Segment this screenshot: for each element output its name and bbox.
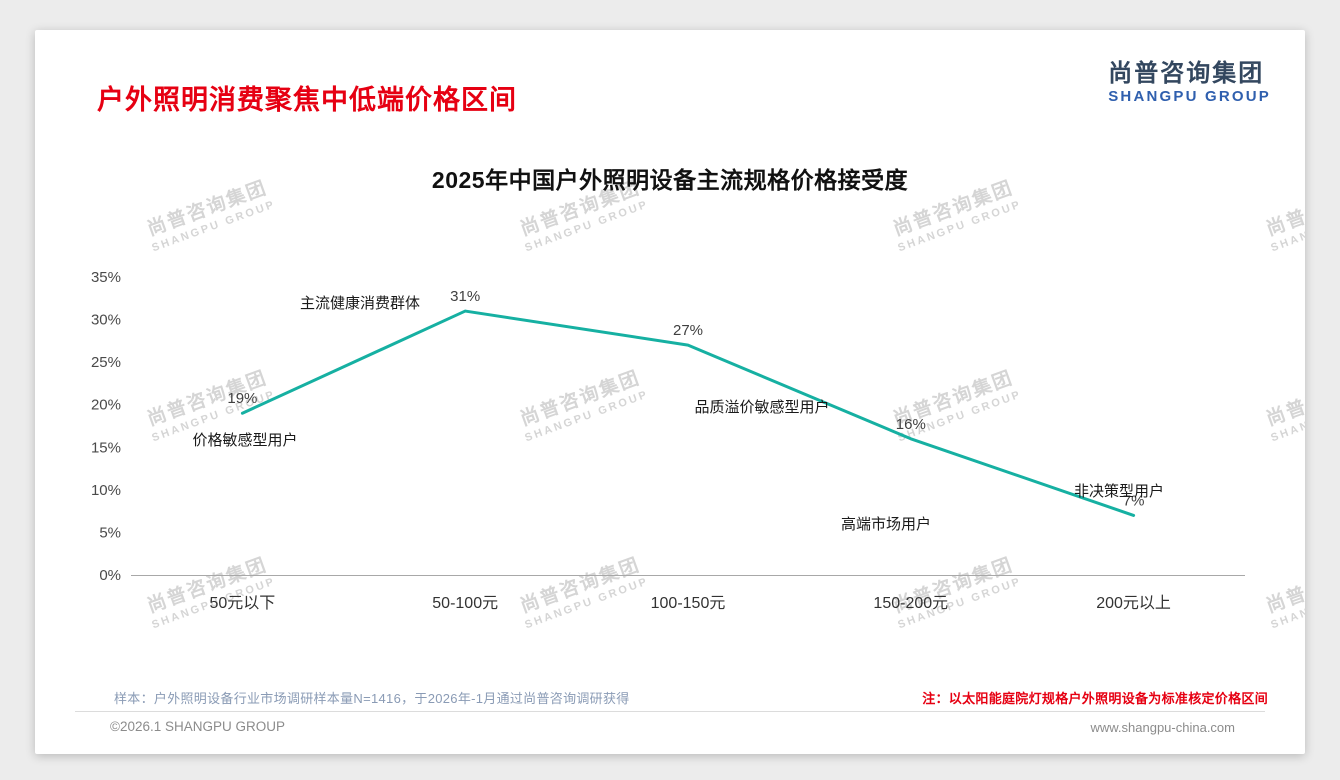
chart-title: 2025年中国户外照明设备主流规格价格接受度 [431,167,909,193]
watermark-line2: SHANGPU GROUP [150,575,278,632]
watermark-line2: SHANGPU GROUP [1269,388,1305,445]
y-tick-label: 30% [91,312,121,329]
price-acceptance-chart: 0% 5% 10% 15% 20% 25% 30% 35% 50元以下 50-100元 100-15… [91,269,1245,612]
value-label: 27% [673,322,703,339]
x-category-label: 100-150元 [651,595,726,612]
annotation-label: 价格敏感型用户 [192,432,297,449]
sample-footnote: 样本：户外照明设备行业市场调研样本量N=1416，于2026年-1月通过尚普咨询… [114,691,630,706]
watermark-line2: SHANGPU GROUP [523,198,651,255]
y-tick-label: 10% [91,482,121,499]
footer-divider [75,711,1265,712]
y-tick-label: 20% [91,397,121,414]
price-basis-note: 注：以太阳能庭院灯规格户外照明设备为标准核定价格区间 [922,691,1268,706]
value-label: 19% [227,390,257,407]
watermark-line1: 尚普咨询集团 [517,367,644,431]
value-label: 16% [896,416,926,433]
watermark-line2: SHANGPU GROUP [896,388,1024,445]
watermark-line2: SHANGPU GROUP [896,575,1024,632]
x-category-label: 50-100元 [432,595,498,612]
watermark-line2: SHANGPU GROUP [150,388,278,445]
watermark-line2: SHANGPU GROUP [1269,575,1305,632]
y-tick-label: 35% [91,269,121,286]
annotation-label: 非决策型用户 [1074,483,1164,500]
y-tick-label: 15% [91,439,121,456]
slide-card: 尚普咨询集团 SHANGPU GROUP 尚普咨询集团 SHANGPU GROUP 尚普… [35,30,1305,754]
watermark-line2: SHANGPU GROUP [1269,198,1305,255]
y-tick-label: 25% [91,354,121,371]
footer-website: www.shangpu-china.com [1090,720,1235,735]
footer-copyright: ©2026.1 SHANGPU GROUP [110,719,286,734]
watermark-line1: 尚普咨询集团 [890,554,1017,618]
x-category-label: 50元以下 [209,595,275,612]
value-label: 31% [450,288,480,305]
watermark-line1: 尚普咨询集团 [144,554,271,618]
series-line [240,309,1136,517]
y-tick-label: 0% [99,567,121,584]
watermark-line2: SHANGPU GROUP [523,388,651,445]
page-title: 户外照明消费聚焦中低端价格区间 [97,85,517,115]
annotation-label: 主流健康消费群体 [300,295,420,312]
watermark-line1: 尚普咨询集团 [1263,367,1305,431]
logo-chinese-text: 尚普咨询集团 [1108,60,1265,87]
watermark-line2: SHANGPU GROUP [896,198,1024,255]
watermark-line1: 尚普咨询集团 [144,367,271,431]
watermark-line1: 尚普咨询集团 [1263,554,1305,618]
watermark-line2: SHANGPU GROUP [523,575,651,632]
watermark-line2: SHANGPU GROUP [150,198,278,255]
annotation-label: 品质溢价敏感型用户 [694,399,829,416]
x-category-label: 150-200元 [873,595,948,612]
watermark-line1: 尚普咨询集团 [890,367,1017,431]
logo-english-text: SHANGPU GROUP [1108,87,1271,105]
y-tick-label: 5% [99,524,121,541]
x-category-label: 200元以上 [1096,594,1171,612]
company-logo: 尚普咨询集团 SHANGPU GROUP [1108,60,1271,106]
watermark-layer: 尚普咨询集团 SHANGPU GROUP 尚普咨询集团 SHANGPU GROUP 尚普… [35,30,1305,754]
annotation-label: 高端市场用户 [841,516,931,533]
value-label: 7% [1123,492,1145,509]
watermark-line1: 尚普咨询集团 [517,554,644,618]
